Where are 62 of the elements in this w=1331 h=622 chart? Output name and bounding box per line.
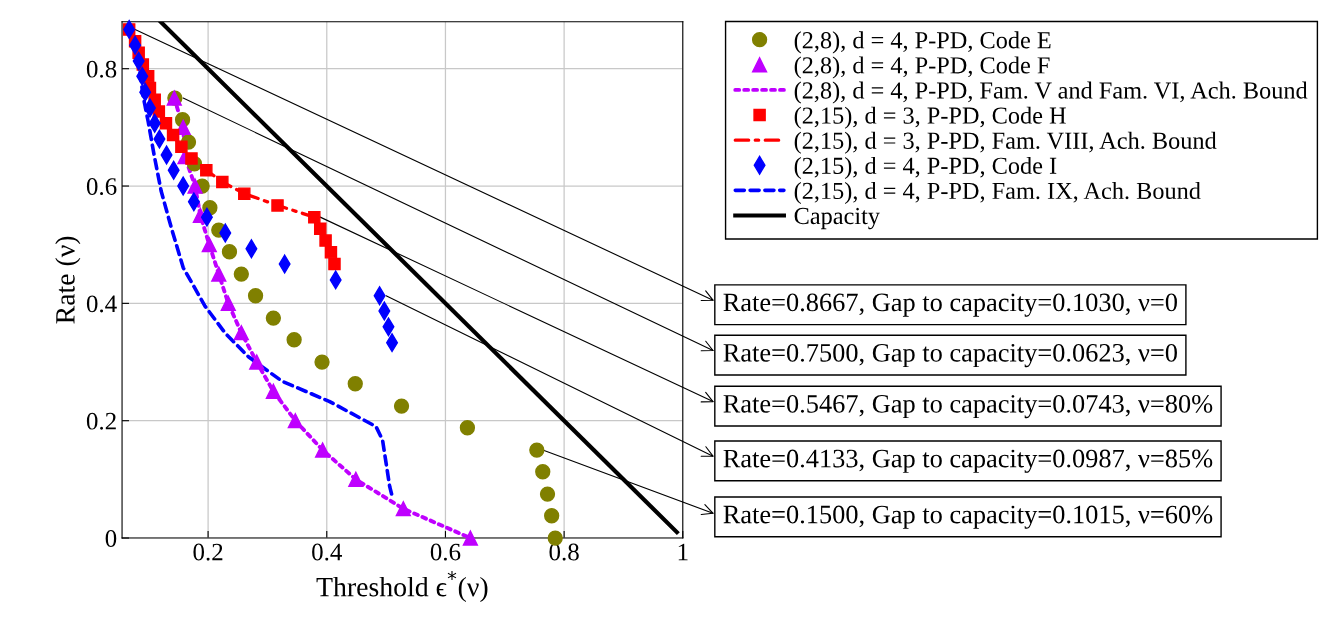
point (238, 187, 251, 200)
point (535, 464, 551, 480)
legend-label: (2,8), d = 4, P-PD, Code E (794, 31, 1051, 54)
point (233, 325, 249, 341)
point (539, 486, 556, 502)
point (348, 471, 364, 488)
point (395, 501, 411, 517)
x-axis-title: Threshold ϵ$^{*}$(ν) (316, 571, 488, 603)
legend-label: (2,15), d = 4, P-PD, Fam. IX, Ach. Bound (794, 181, 1201, 205)
point (185, 152, 198, 165)
annotation: Rate=0.8667, Gap to capacity=0.1030, ν=0 (723, 293, 1177, 317)
point (249, 354, 265, 370)
point (529, 442, 545, 458)
annotation: Rate=0.7500, Gap to capacity=0.0623, ν=0 (723, 343, 1177, 368)
y-tick-label: 0.4 (86, 295, 117, 313)
point (159, 117, 173, 130)
y-tick-label: 0.6 (86, 178, 117, 196)
legend-label: (2,15), d = 3, P-PD, Fam. VIII, Ach. Bound (794, 131, 1217, 154)
point (200, 163, 213, 177)
annotation: Rate=0.5467, Gap to capacity=0.0743, ν=80% (723, 394, 1213, 419)
point (221, 244, 238, 260)
point (347, 376, 363, 392)
annotation: Rate=0.1500, Gap to capacity=0.1015, ν=60% (723, 505, 1213, 529)
x-tick-label: 0.6 (430, 543, 461, 561)
point (328, 257, 341, 271)
point (265, 310, 282, 326)
point (393, 398, 410, 414)
point (319, 234, 332, 247)
legend-label: (2,8), d = 4, P-PD, Fam. V and Fam. VI, Ach. Bound (794, 81, 1308, 104)
point (459, 420, 476, 436)
legend-label: (2,15), d = 3, P-PD, Code H (794, 106, 1066, 129)
point (175, 140, 188, 153)
point (220, 295, 236, 312)
point (287, 413, 303, 429)
point (286, 332, 302, 348)
point (211, 266, 227, 282)
point (544, 508, 560, 524)
y-axis-title: Rate (ν) (55, 236, 81, 324)
point (247, 288, 264, 304)
point (187, 178, 203, 194)
x-tick-label: 0.2 (193, 543, 223, 561)
annotation: Rate=0.4133, Gap to capacity=0.0987, ν=85% (723, 449, 1213, 473)
point (166, 128, 180, 142)
legend-label: Capacity (794, 207, 880, 230)
point (265, 383, 282, 400)
point (314, 354, 330, 370)
x-tick-label: 0.8 (549, 543, 579, 561)
point (324, 246, 338, 259)
point (233, 266, 249, 282)
point (216, 175, 229, 189)
point (201, 237, 217, 253)
point (308, 210, 321, 224)
y-tick-label: 0.2 (86, 412, 116, 430)
legend-label: (2,8), d = 4, P-PD, Code F (794, 56, 1050, 79)
point (271, 199, 284, 212)
y-tick-label: 0.8 (86, 60, 117, 78)
legend-label: (2,15), d = 4, P-PD, Code I (794, 156, 1057, 179)
y-tick-label: 0 (105, 530, 117, 547)
x-tick-label: 0.4 (312, 543, 343, 561)
point (462, 530, 479, 546)
x-tick-label: 1 (678, 543, 688, 561)
point (314, 442, 331, 458)
